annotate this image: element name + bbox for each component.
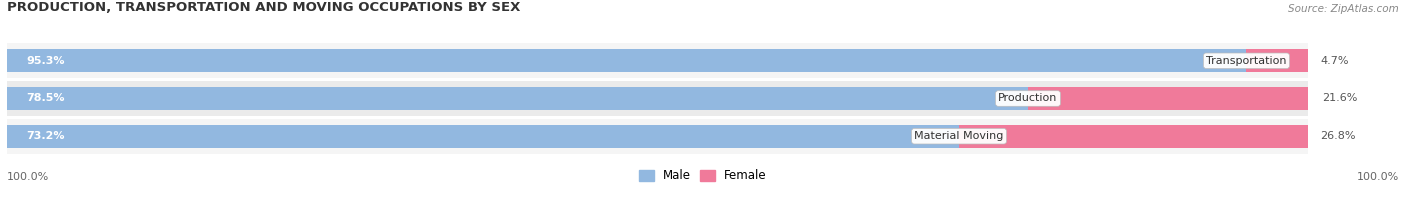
Text: PRODUCTION, TRANSPORTATION AND MOVING OCCUPATIONS BY SEX: PRODUCTION, TRANSPORTATION AND MOVING OC… xyxy=(7,1,520,14)
Text: 78.5%: 78.5% xyxy=(27,94,65,103)
Bar xyxy=(1028,87,1309,110)
Legend: Male, Female: Male, Female xyxy=(634,165,772,187)
Text: 26.8%: 26.8% xyxy=(1320,131,1355,141)
Text: 100.0%: 100.0% xyxy=(1357,172,1399,182)
Text: Transportation: Transportation xyxy=(1206,56,1286,66)
Text: 73.2%: 73.2% xyxy=(27,131,65,141)
Text: Source: ZipAtlas.com: Source: ZipAtlas.com xyxy=(1288,4,1399,14)
Bar xyxy=(959,125,1308,148)
Text: Material Moving: Material Moving xyxy=(914,131,1004,141)
Bar xyxy=(7,49,1247,72)
Text: 100.0%: 100.0% xyxy=(7,172,49,182)
Bar xyxy=(7,87,1028,110)
Bar xyxy=(1247,49,1308,72)
Bar xyxy=(7,125,959,148)
Text: Production: Production xyxy=(998,94,1057,103)
Text: 95.3%: 95.3% xyxy=(27,56,65,66)
Text: 4.7%: 4.7% xyxy=(1320,56,1350,66)
Text: 21.6%: 21.6% xyxy=(1322,94,1357,103)
